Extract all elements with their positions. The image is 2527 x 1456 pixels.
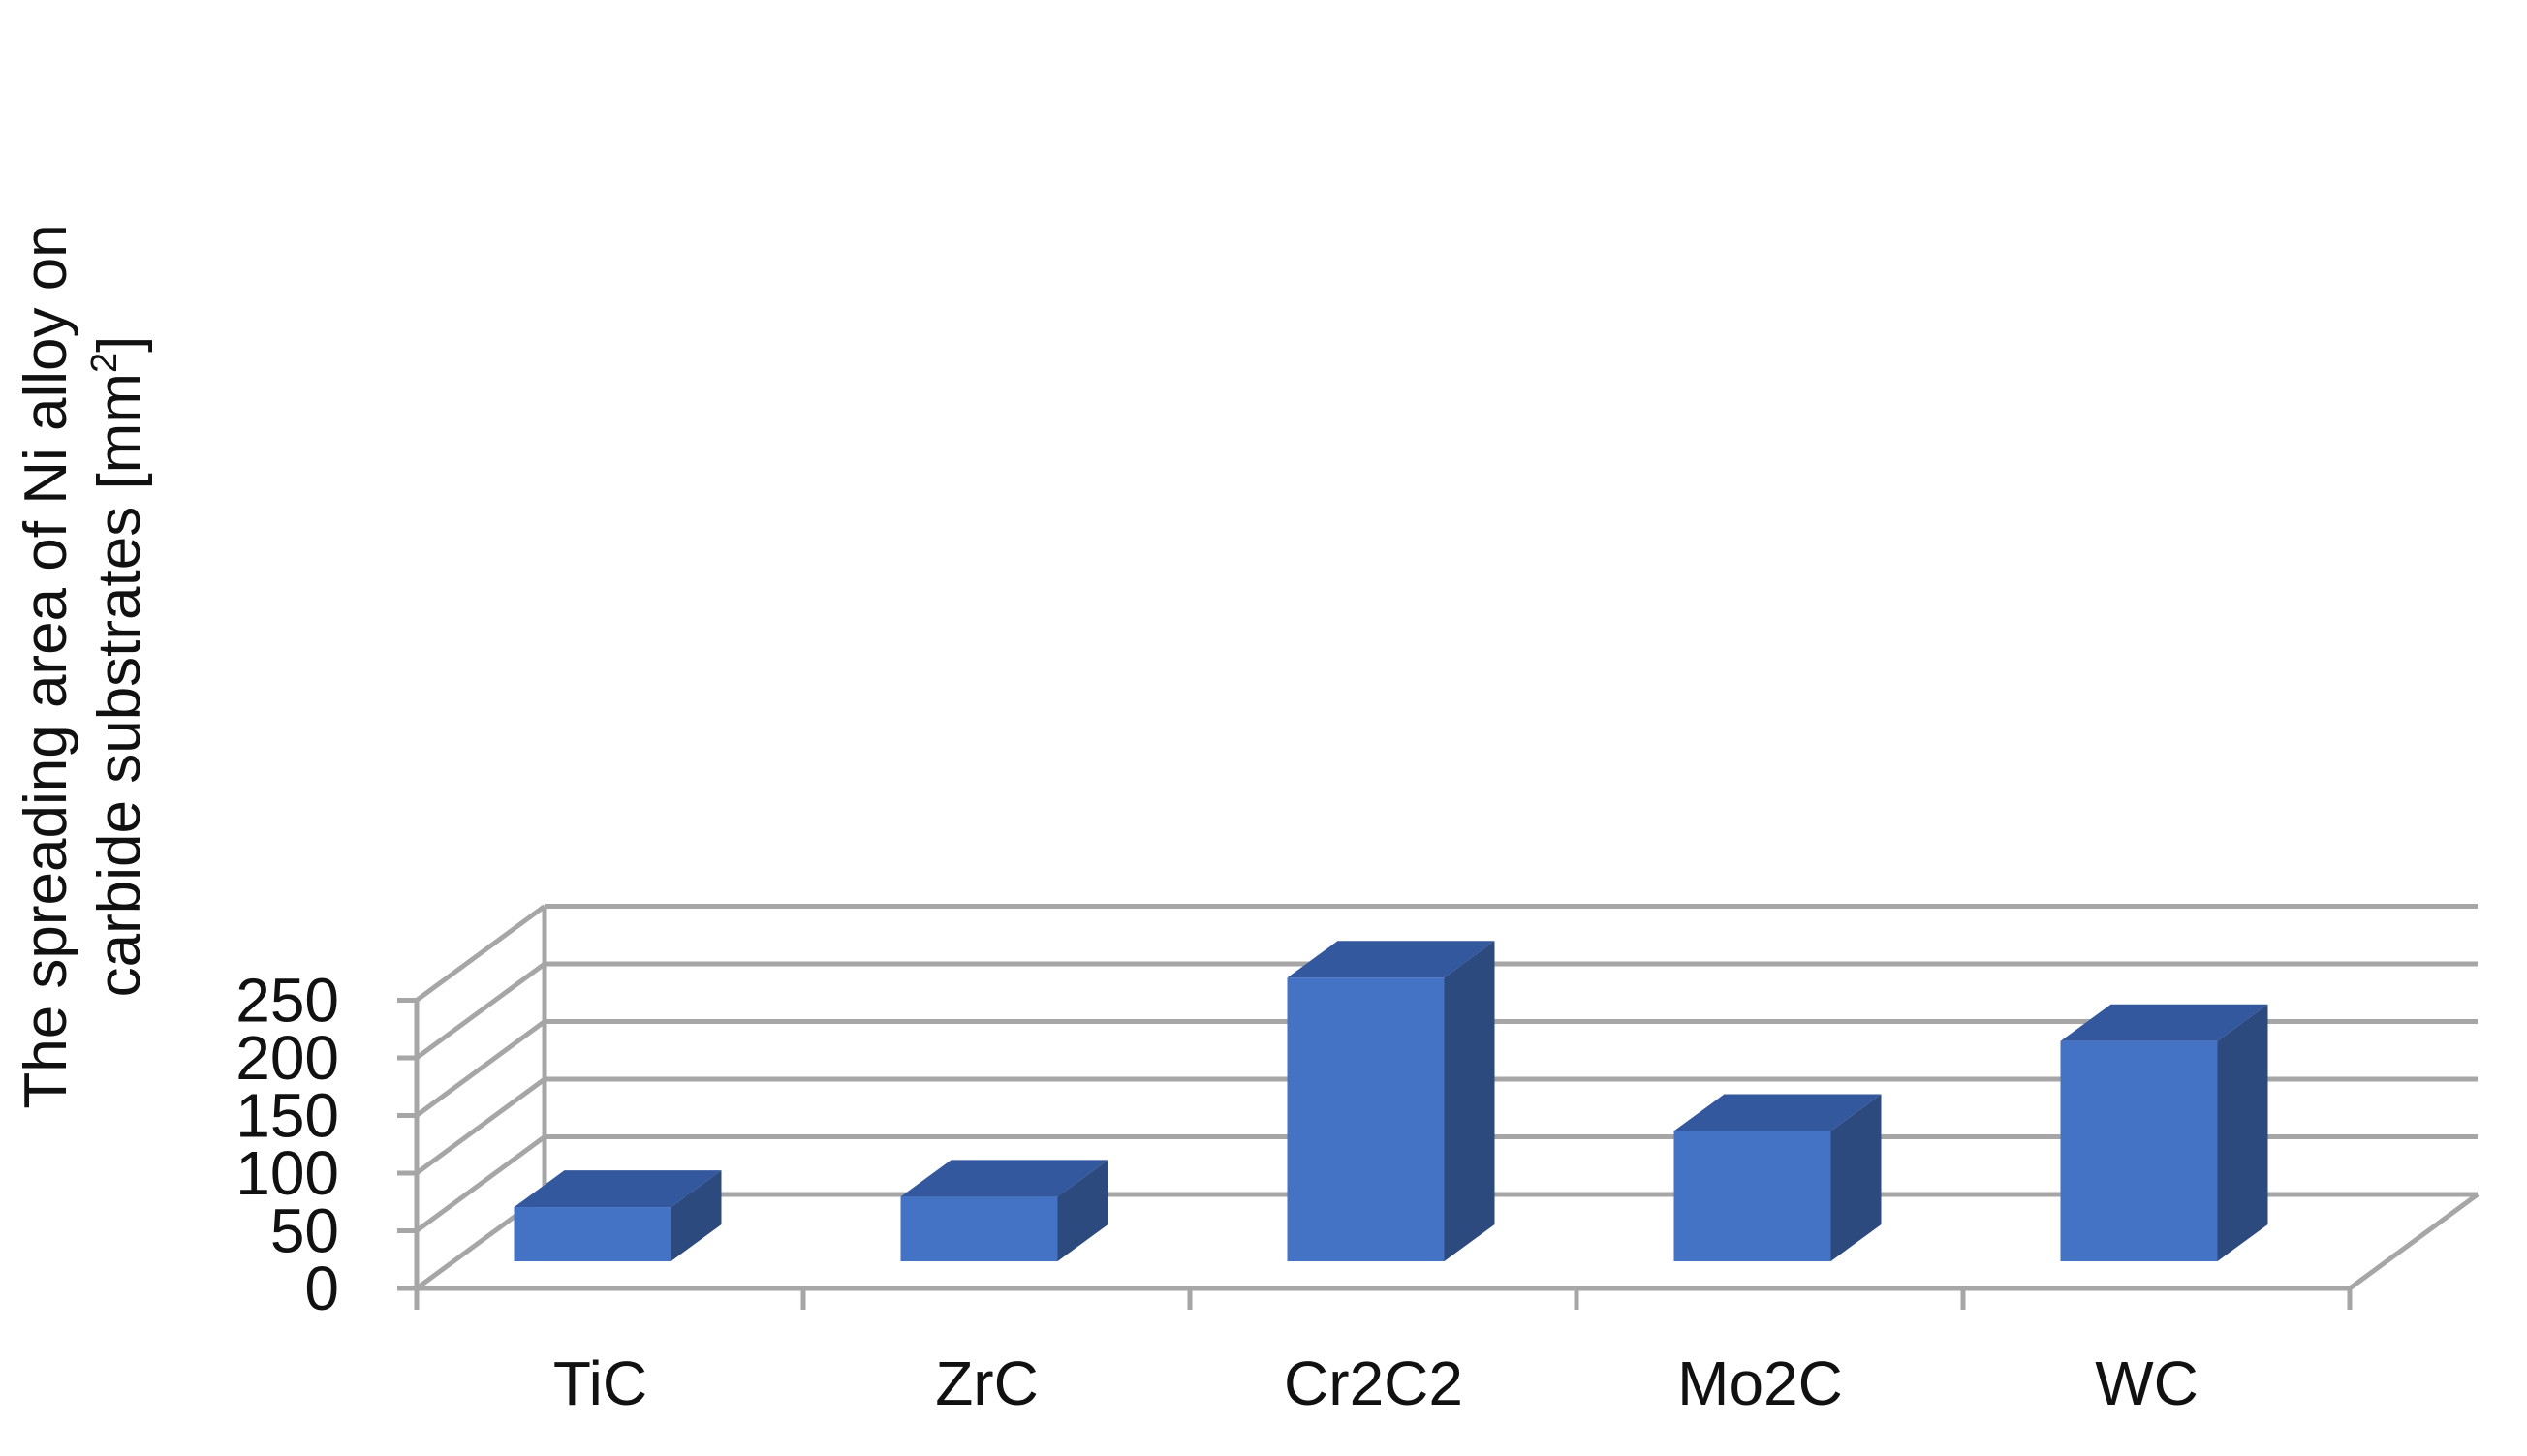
y-axis-title-superscript: 2 [84, 353, 125, 373]
y-tick-label: 150 [235, 1081, 339, 1151]
bar-side [1057, 1160, 1108, 1261]
bar-side [1444, 941, 1495, 1261]
bar [2060, 1040, 2218, 1261]
y-tick-label: 100 [235, 1138, 339, 1208]
y-tick-label: 200 [235, 1023, 339, 1093]
bar-ZrC [900, 1160, 1108, 1261]
y-tick-label: 250 [235, 966, 339, 1036]
bar-Mo2C [1673, 1094, 1882, 1261]
bar-top [1673, 1094, 1882, 1131]
bar-top [1287, 941, 1495, 978]
bars [514, 941, 2268, 1261]
y-axis-title-line1: The spreading area of Ni alloy on [13, 224, 79, 1108]
bar-side [671, 1170, 722, 1261]
bar-Cr2C2 [1287, 941, 1495, 1261]
y-tick-label: 0 [304, 1254, 339, 1323]
axes [397, 998, 2353, 1310]
bar [1287, 977, 1445, 1261]
y-axis-title-line2: carbide substrates [mm2] [84, 336, 153, 998]
y-axis-title-close: ] [86, 336, 153, 353]
bar-top [2060, 1004, 2268, 1041]
bar [900, 1196, 1058, 1261]
gridline-side [415, 961, 546, 1061]
bar [514, 1207, 671, 1261]
bar-side [1830, 1094, 1882, 1261]
x-tick-label: ZrC [935, 1348, 1039, 1418]
y-tick-label: 50 [270, 1196, 339, 1266]
bar-side [2217, 1004, 2268, 1261]
bar-TiC [514, 1170, 722, 1261]
gridline-side [415, 904, 546, 1003]
y-axis-title: The spreading area of Ni alloy on carbid… [13, 224, 153, 1108]
bar-WC [2060, 1004, 2268, 1261]
gridline-side [415, 1019, 546, 1118]
x-tick-label: Mo2C [1677, 1348, 1843, 1418]
gridline-side [415, 1076, 546, 1176]
x-tick-label: TiC [553, 1348, 647, 1418]
gridline-side [415, 1134, 546, 1233]
x-tick-label: Cr2C2 [1284, 1348, 1463, 1418]
bar-top [900, 1160, 1108, 1197]
gridlines [415, 904, 2480, 1291]
x-tick-label: WC [2095, 1348, 2199, 1418]
floor-right-edge [2348, 1192, 2480, 1291]
bar-top [514, 1170, 722, 1208]
y-axis-title-line2-main: carbide substrates [mm [86, 373, 153, 997]
bar [1673, 1131, 1831, 1261]
